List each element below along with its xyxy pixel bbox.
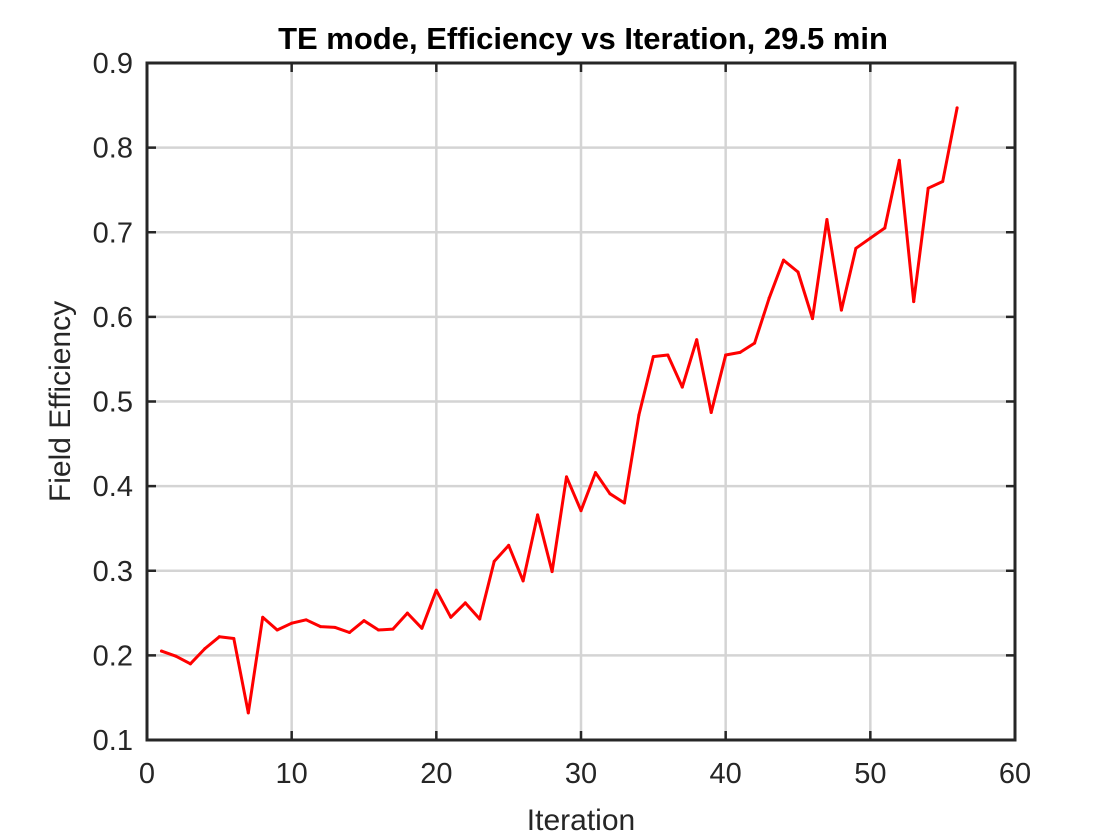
- data-point: [275, 628, 279, 632]
- y-tick-label: 0.9: [93, 48, 133, 80]
- x-axis-label: Iteration: [527, 804, 635, 837]
- data-point: [637, 413, 641, 417]
- data-point: [232, 636, 236, 640]
- data-point: [246, 711, 250, 715]
- data-point: [434, 588, 438, 592]
- data-point: [738, 350, 742, 354]
- data-point: [420, 626, 424, 630]
- data-point: [608, 492, 612, 496]
- y-tick-label: 0.6: [93, 302, 133, 334]
- y-tick-label: 0.5: [93, 387, 133, 419]
- data-point: [666, 353, 670, 357]
- grid-lines: [147, 63, 1015, 740]
- data-point: [724, 353, 728, 357]
- data-point: [796, 270, 800, 274]
- data-point: [463, 601, 467, 605]
- data-point: [203, 647, 207, 651]
- data-point: [391, 627, 395, 631]
- x-tick-label: 10: [276, 758, 308, 790]
- data-point: [926, 186, 930, 190]
- data-point: [536, 513, 540, 517]
- x-tick-label: 0: [139, 758, 155, 790]
- y-tick-label: 0.4: [93, 471, 133, 503]
- series-line: [160, 106, 959, 715]
- chart-title: TE mode, Efficiency vs Iteration, 29.5 m…: [278, 21, 888, 56]
- x-tick-label: 40: [710, 758, 742, 790]
- data-point: [753, 341, 757, 345]
- data-point: [767, 296, 771, 300]
- y-tick-label: 0.1: [93, 725, 133, 757]
- x-tick-label: 20: [420, 758, 452, 790]
- data-point: [810, 317, 814, 321]
- data-point: [941, 179, 945, 183]
- data-point: [405, 611, 409, 615]
- data-point: [550, 570, 554, 574]
- y-tick-label: 0.2: [93, 640, 133, 672]
- data-point: [290, 621, 294, 625]
- data-point: [839, 308, 843, 312]
- data-point: [868, 236, 872, 240]
- y-tick-label: 0.7: [93, 217, 133, 249]
- data-point: [709, 411, 713, 415]
- data-point: [492, 559, 496, 563]
- data-point: [507, 543, 511, 547]
- data-point: [174, 654, 178, 658]
- data-point: [651, 355, 655, 359]
- axis-ticks: 0 10 20 30 40 50 60 0.1 0.2 0.3 0.4 0.5 0.6 0.7 0.8 0.9: [93, 48, 1031, 790]
- data-point: [449, 615, 453, 619]
- data-point: [376, 628, 380, 632]
- x-tick-label: 50: [854, 758, 886, 790]
- data-point: [897, 158, 901, 162]
- data-point: [883, 226, 887, 230]
- data-point: [159, 649, 163, 653]
- x-tick-label: 30: [565, 758, 597, 790]
- y-axis-label: Field Efficiency: [44, 301, 77, 502]
- y-tick-label: 0.8: [93, 133, 133, 165]
- data-point: [188, 662, 192, 666]
- x-tick-label: 60: [999, 758, 1031, 790]
- data-point: [348, 631, 352, 635]
- data-point: [912, 300, 916, 304]
- data-point: [782, 258, 786, 262]
- data-point: [695, 338, 699, 342]
- data-point: [304, 618, 308, 622]
- plot-area: [159, 106, 959, 715]
- data-point: [478, 617, 482, 621]
- data-point: [825, 218, 829, 222]
- data-point: [261, 615, 265, 619]
- data-point: [680, 385, 684, 389]
- data-point: [593, 471, 597, 475]
- data-point: [362, 619, 366, 623]
- data-point: [565, 475, 569, 479]
- data-point: [854, 246, 858, 250]
- data-point: [521, 579, 525, 583]
- data-point: [333, 625, 337, 629]
- data-point: [622, 501, 626, 505]
- data-point: [955, 106, 959, 110]
- data-point: [579, 509, 583, 513]
- y-tick-label: 0.3: [93, 556, 133, 588]
- data-point: [217, 635, 221, 639]
- data-point: [319, 625, 323, 629]
